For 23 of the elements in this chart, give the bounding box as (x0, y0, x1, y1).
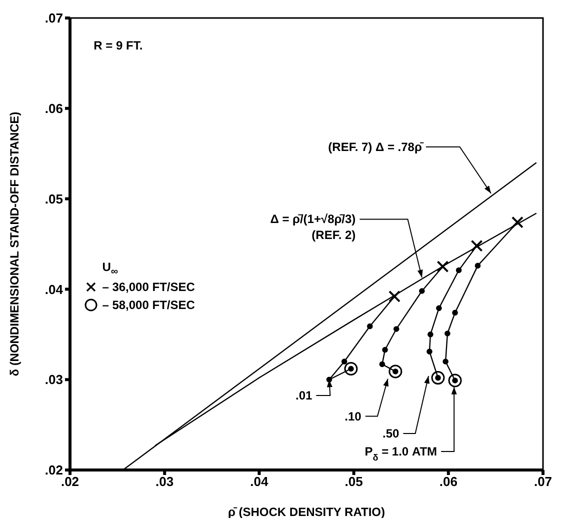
legend-label: – 58,000 FT/SEC (102, 298, 195, 312)
annotation: .50 (382, 426, 400, 440)
annotation: .10 (344, 409, 362, 424)
y-tick-label: .06 (44, 101, 63, 116)
annotation: Δ = ρ̄/(1+√8ρ̄/3) (REF. 2) (270, 212, 356, 242)
x-tick-label: .05 (344, 474, 363, 490)
x-tick-label: .04 (250, 474, 270, 490)
y-axis-title: δ (NONDIMENSIONAL STAND-OFF DISTANCE) (7, 112, 22, 376)
y-tick-label: .07 (44, 10, 63, 26)
legend-label: – 36,000 FT/SEC (102, 280, 195, 294)
legend-title: U$_{∞}$ (101, 260, 119, 278)
x-tick-label: .03 (156, 474, 174, 490)
annotation: P$_{δ}$ = 1.0 ATM (364, 444, 438, 463)
y-tick-label: .04 (44, 282, 64, 297)
annotation: R = 9 FT. (94, 38, 143, 53)
x-tick-label: .06 (439, 474, 458, 490)
y-tick-label: .02 (44, 462, 63, 478)
x-tick-label: .07 (534, 474, 552, 490)
annotation: (REF. 7) Δ = .78ρ̄ (328, 140, 424, 154)
x-tick-label: .02 (60, 474, 80, 490)
y-tick-label: .03 (44, 372, 63, 388)
annotation: .01 (295, 388, 312, 402)
y-tick-label: .05 (44, 191, 63, 206)
